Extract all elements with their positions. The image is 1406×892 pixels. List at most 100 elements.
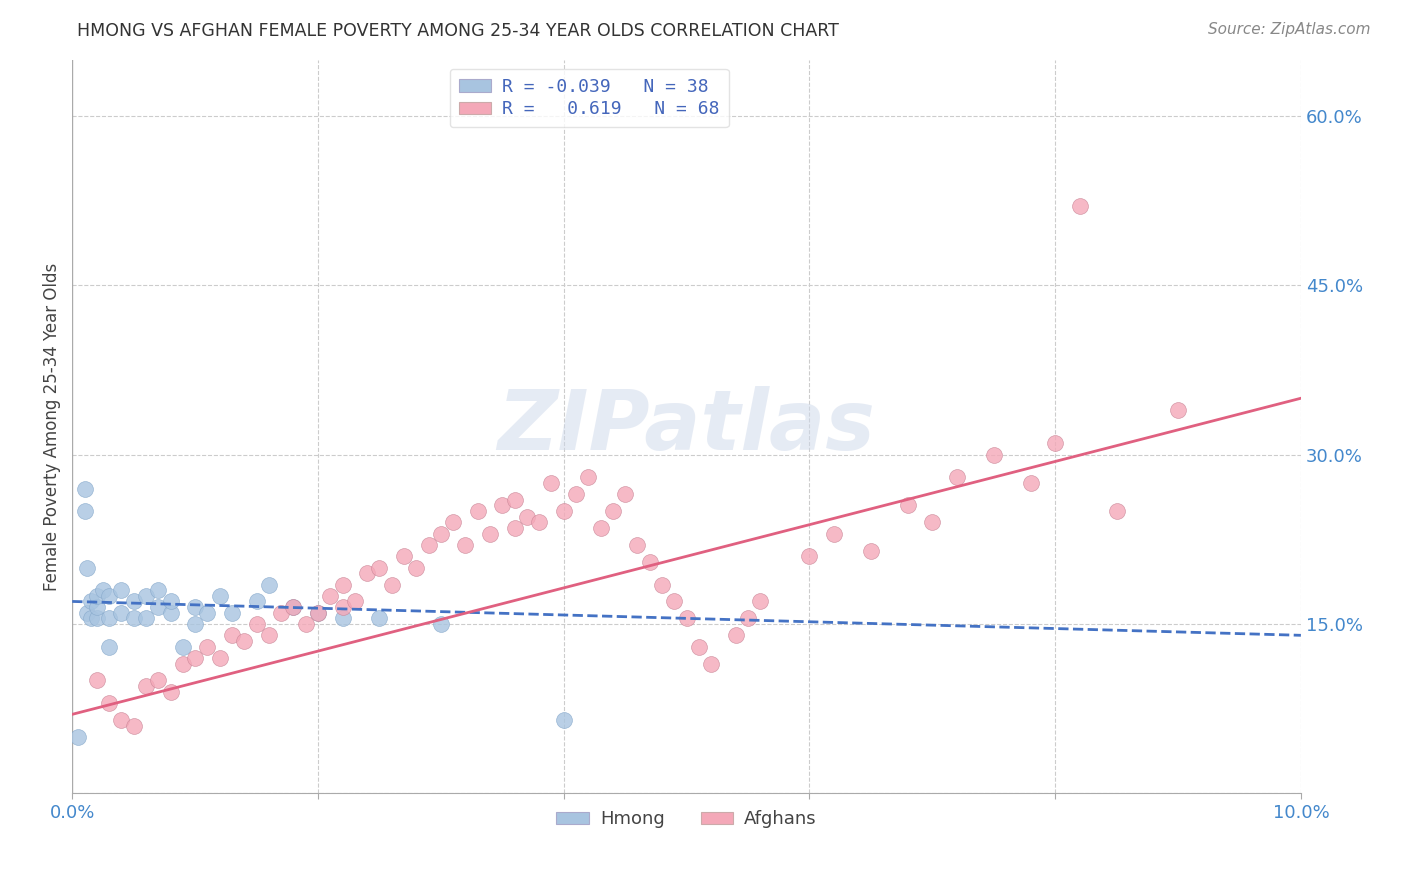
Point	[159, 685, 181, 699]
Point	[159, 606, 181, 620]
Point	[430, 617, 453, 632]
Point	[1043, 436, 1066, 450]
Point	[737, 611, 759, 625]
Point	[565, 487, 588, 501]
Point	[516, 509, 538, 524]
Point	[135, 611, 157, 625]
Point	[233, 634, 256, 648]
Point	[1105, 504, 1128, 518]
Point	[86, 673, 108, 688]
Point	[208, 589, 231, 603]
Point	[148, 600, 170, 615]
Point	[1019, 475, 1042, 490]
Point	[467, 504, 489, 518]
Text: Source: ZipAtlas.com: Source: ZipAtlas.com	[1208, 22, 1371, 37]
Point	[67, 730, 90, 744]
Point	[503, 521, 526, 535]
Point	[148, 583, 170, 598]
Point	[332, 611, 354, 625]
Point	[405, 560, 427, 574]
Point	[110, 583, 132, 598]
Point	[73, 482, 96, 496]
Point	[98, 696, 121, 710]
Text: ZIPatlas: ZIPatlas	[498, 386, 876, 467]
Point	[148, 673, 170, 688]
Point	[946, 470, 969, 484]
Point	[98, 640, 121, 654]
Point	[307, 606, 329, 620]
Point	[675, 611, 697, 625]
Point	[76, 606, 98, 620]
Point	[418, 538, 440, 552]
Point	[1167, 402, 1189, 417]
Point	[184, 617, 207, 632]
Point	[110, 713, 132, 727]
Point	[1069, 199, 1091, 213]
Point	[651, 577, 673, 591]
Point	[294, 617, 316, 632]
Point	[983, 448, 1005, 462]
Point	[91, 583, 114, 598]
Point	[221, 628, 243, 642]
Point	[441, 516, 464, 530]
Point	[343, 594, 366, 608]
Point	[553, 713, 575, 727]
Point	[79, 611, 101, 625]
Point	[638, 555, 661, 569]
Point	[110, 606, 132, 620]
Point	[135, 679, 157, 693]
Point	[688, 640, 710, 654]
Point	[283, 600, 305, 615]
Point	[270, 606, 292, 620]
Point	[392, 549, 415, 564]
Point	[356, 566, 378, 581]
Point	[319, 589, 342, 603]
Point	[368, 560, 391, 574]
Point	[614, 487, 637, 501]
Point	[664, 594, 686, 608]
Point	[195, 606, 218, 620]
Point	[159, 594, 181, 608]
Point	[749, 594, 772, 608]
Point	[859, 543, 882, 558]
Point	[921, 516, 943, 530]
Point	[86, 611, 108, 625]
Point	[700, 657, 723, 671]
Point	[332, 600, 354, 615]
Point	[257, 628, 280, 642]
Point	[332, 577, 354, 591]
Point	[98, 589, 121, 603]
Point	[172, 657, 194, 671]
Point	[79, 594, 101, 608]
Point	[245, 617, 267, 632]
Point	[122, 611, 145, 625]
Point	[799, 549, 821, 564]
Point	[122, 594, 145, 608]
Point	[86, 600, 108, 615]
Point	[245, 594, 267, 608]
Point	[86, 589, 108, 603]
Point	[172, 640, 194, 654]
Point	[135, 589, 157, 603]
Point	[823, 526, 845, 541]
Point	[73, 504, 96, 518]
Point	[195, 640, 218, 654]
Point	[724, 628, 747, 642]
Point	[184, 600, 207, 615]
Point	[589, 521, 612, 535]
Point	[527, 516, 550, 530]
Point	[307, 606, 329, 620]
Point	[540, 475, 562, 490]
Point	[283, 600, 305, 615]
Point	[491, 499, 513, 513]
Point	[381, 577, 404, 591]
Point	[257, 577, 280, 591]
Point	[478, 526, 501, 541]
Point	[626, 538, 648, 552]
Y-axis label: Female Poverty Among 25-34 Year Olds: Female Poverty Among 25-34 Year Olds	[44, 262, 60, 591]
Point	[221, 606, 243, 620]
Point	[602, 504, 624, 518]
Point	[430, 526, 453, 541]
Point	[76, 560, 98, 574]
Point	[897, 499, 920, 513]
